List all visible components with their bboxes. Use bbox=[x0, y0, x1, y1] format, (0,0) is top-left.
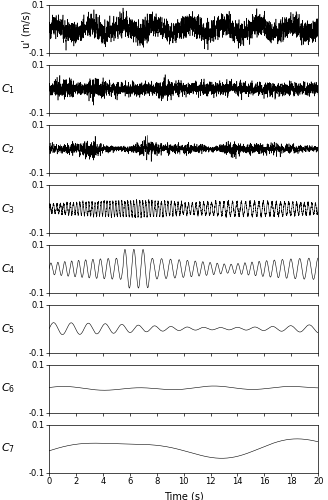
Y-axis label: $C_{1}$: $C_{1}$ bbox=[1, 82, 15, 96]
Y-axis label: $C_{4}$: $C_{4}$ bbox=[1, 262, 15, 276]
Y-axis label: $C_{5}$: $C_{5}$ bbox=[1, 322, 15, 336]
Y-axis label: $C_{7}$: $C_{7}$ bbox=[1, 442, 15, 456]
Y-axis label: $C_{3}$: $C_{3}$ bbox=[1, 202, 15, 215]
Y-axis label: $C_{6}$: $C_{6}$ bbox=[1, 382, 15, 396]
Y-axis label: u' (m/s): u' (m/s) bbox=[21, 10, 31, 48]
Y-axis label: $C_{2}$: $C_{2}$ bbox=[1, 142, 15, 156]
X-axis label: Time (s): Time (s) bbox=[164, 491, 204, 500]
